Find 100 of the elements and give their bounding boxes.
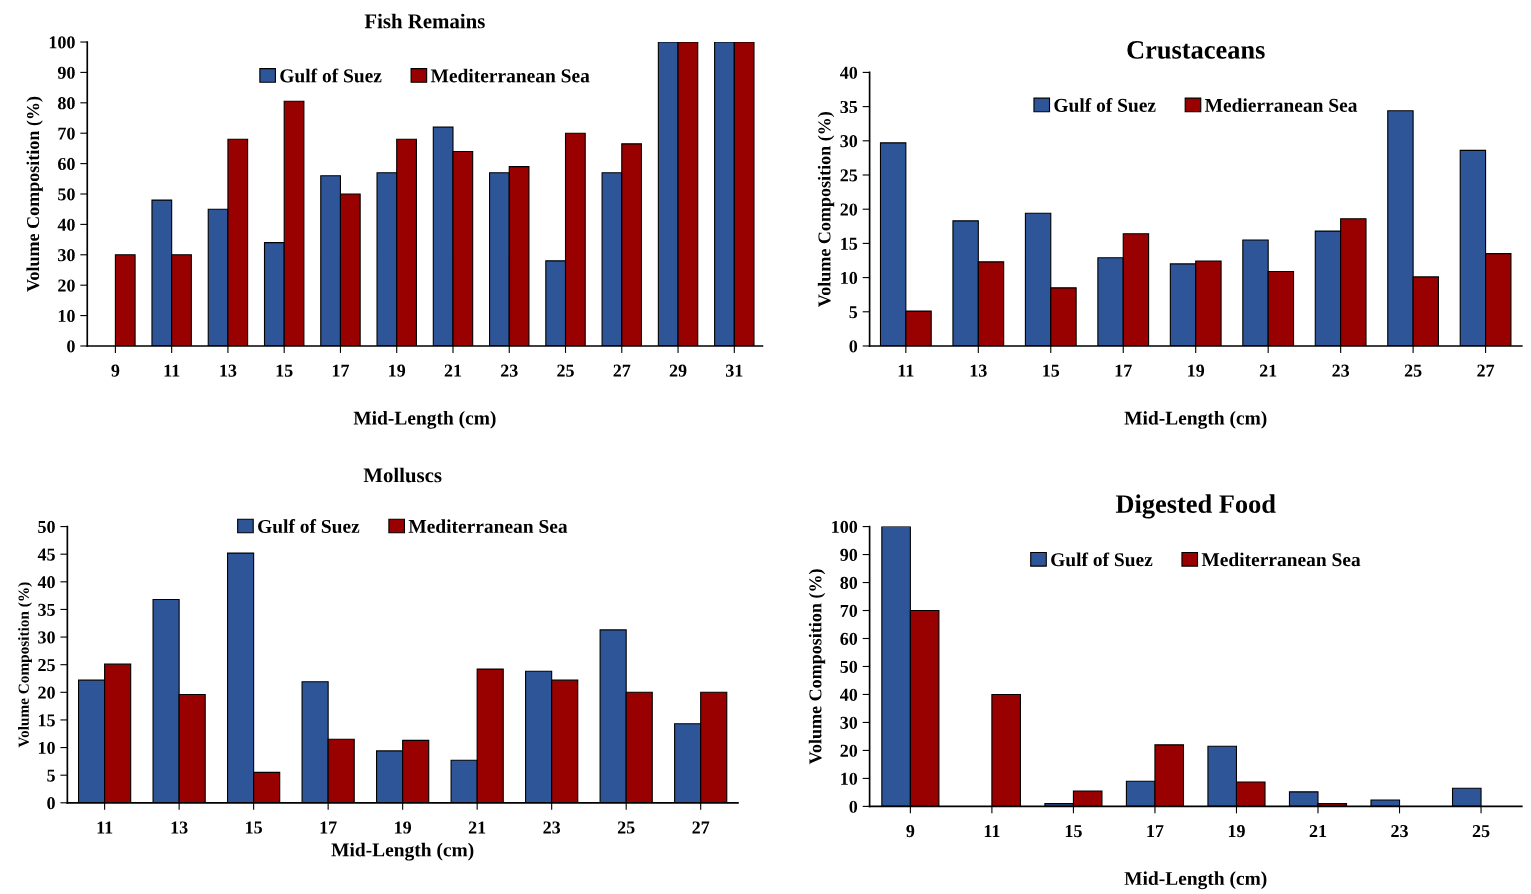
legend-label: Mediterranean Sea <box>430 68 590 83</box>
y-tick-label: 70 <box>840 604 858 617</box>
x-tick-label: 23 <box>543 821 561 834</box>
x-tick-label: 25 <box>1404 364 1422 377</box>
chart-title: Fish Remains <box>364 13 485 29</box>
chart-title: Molluscs <box>363 467 442 483</box>
y-tick-label: 50 <box>38 520 55 534</box>
x-tick-label: 27 <box>692 821 710 834</box>
y-tick-label: 90 <box>840 548 858 561</box>
x-tick-label: 21 <box>468 821 486 834</box>
x-tick-label: 21 <box>1259 364 1277 377</box>
y-tick-label: 100 <box>832 520 858 534</box>
x-tick-label: 25 <box>617 821 635 834</box>
x-tick-label: 13 <box>220 364 237 377</box>
x-tick-label: 15 <box>246 821 262 834</box>
y-tick-label: 90 <box>57 66 75 79</box>
x-tick-label: 15 <box>1065 825 1082 838</box>
x-tick-label: 19 <box>1228 825 1245 838</box>
y-tick-label: 5 <box>849 306 858 319</box>
x-tick-label: 9 <box>906 825 915 838</box>
y-tick-label: 30 <box>38 631 55 644</box>
y-tick-label: 15 <box>38 714 55 727</box>
y-tick-label: 25 <box>38 659 55 672</box>
x-tick-label: 19 <box>395 821 412 834</box>
x-tick-label: 11 <box>164 364 180 377</box>
y-tick-label: 30 <box>58 249 75 262</box>
y-tick-label: 60 <box>840 632 858 645</box>
x-tick-label: 15 <box>1043 364 1060 377</box>
x-tick-label: 21 <box>444 364 462 377</box>
chart-title: Digested Food <box>1115 494 1276 519</box>
y-tick-label: 35 <box>38 603 55 616</box>
y-tick-label: 40 <box>840 688 858 701</box>
y-tick-label: 40 <box>840 66 858 79</box>
x-tick-label: 13 <box>970 364 987 377</box>
y-tick-label: 70 <box>58 127 75 140</box>
y-tick-label: 5 <box>47 769 55 782</box>
y-tick-label: 0 <box>47 797 55 810</box>
x-tick-label: 23 <box>500 364 518 377</box>
y-tick-label: 80 <box>840 576 858 589</box>
x-tick-label: 25 <box>1472 825 1490 838</box>
x-tick-label: 11 <box>898 364 914 377</box>
x-tick-label: 31 <box>725 364 743 377</box>
y-tick-label: 10 <box>841 772 858 785</box>
y-axis-title: Volume Composition (%) <box>808 569 826 765</box>
y-tick-label: 20 <box>58 279 75 292</box>
x-tick-label: 17 <box>1115 364 1132 377</box>
y-tick-label: 40 <box>57 218 75 231</box>
y-tick-label: 10 <box>58 309 75 323</box>
legend-label: Gulf of Suez <box>1054 98 1156 112</box>
x-tick-label: 19 <box>389 364 406 377</box>
x-tick-label: 13 <box>171 821 188 834</box>
x-axis-title: Mid-Length (cm) <box>1124 871 1267 890</box>
x-tick-label: 23 <box>1391 825 1408 838</box>
x-tick-label: 29 <box>669 364 687 377</box>
y-tick-label: 50 <box>840 660 858 673</box>
y-tick-label: 0 <box>849 340 858 353</box>
y-tick-label: 0 <box>849 800 858 813</box>
x-tick-label: 25 <box>557 364 574 377</box>
y-axis-title: Volume Composition (%) <box>26 96 43 292</box>
legend-label: Gulf of Suez <box>1051 552 1153 567</box>
y-axis-title: Volume Composition (%) <box>817 112 835 307</box>
x-tick-label: 21 <box>1309 825 1327 837</box>
y-tick-label: 20 <box>840 203 858 216</box>
legend-label: Mediterranean Sea <box>1201 552 1361 567</box>
legend-label: Gulf of Suez <box>258 519 360 534</box>
x-axis-title: Mid-Length (cm) <box>331 842 474 861</box>
x-tick-label: 15 <box>276 364 293 377</box>
x-tick-label: 17 <box>1147 825 1164 837</box>
y-axis-title: Volume Composition (%) <box>18 582 32 748</box>
y-tick-label: 10 <box>841 271 858 285</box>
y-tick-label: 50 <box>58 188 75 201</box>
x-axis-title: Mid-Length (cm) <box>1124 410 1267 429</box>
x-tick-label: 11 <box>984 825 1000 837</box>
x-tick-label: 27 <box>613 364 631 377</box>
x-tick-label: 17 <box>332 364 350 377</box>
y-tick-label: 25 <box>840 169 858 182</box>
y-tick-label: 45 <box>37 548 55 561</box>
y-tick-label: 0 <box>67 340 75 353</box>
y-tick-label: 30 <box>840 135 858 148</box>
x-tick-label: 19 <box>1188 364 1205 377</box>
y-tick-label: 15 <box>841 237 858 250</box>
y-tick-label: 30 <box>840 716 858 729</box>
y-tick-label: 20 <box>840 744 858 757</box>
y-tick-label: 40 <box>37 576 55 589</box>
y-tick-label: 60 <box>58 157 75 171</box>
y-tick-label: 20 <box>38 686 55 699</box>
x-tick-label: 17 <box>320 821 337 834</box>
x-axis-title: Mid-Length (cm) <box>353 410 496 429</box>
x-tick-label: 27 <box>1477 364 1495 377</box>
x-tick-label: 9 <box>111 364 120 377</box>
y-tick-label: 35 <box>840 100 858 114</box>
y-tick-label: 100 <box>49 36 75 49</box>
legend-label: Medierranean Sea <box>1204 98 1358 112</box>
y-tick-label: 10 <box>38 741 55 755</box>
legend-label: Mediterranean Sea <box>408 519 568 534</box>
y-tick-label: 80 <box>58 97 75 110</box>
legend-label: Gulf of Suez <box>280 68 382 83</box>
x-tick-label: 23 <box>1332 364 1350 377</box>
x-tick-label: 11 <box>97 821 113 834</box>
chart-title: Crustaceans <box>1127 41 1265 59</box>
